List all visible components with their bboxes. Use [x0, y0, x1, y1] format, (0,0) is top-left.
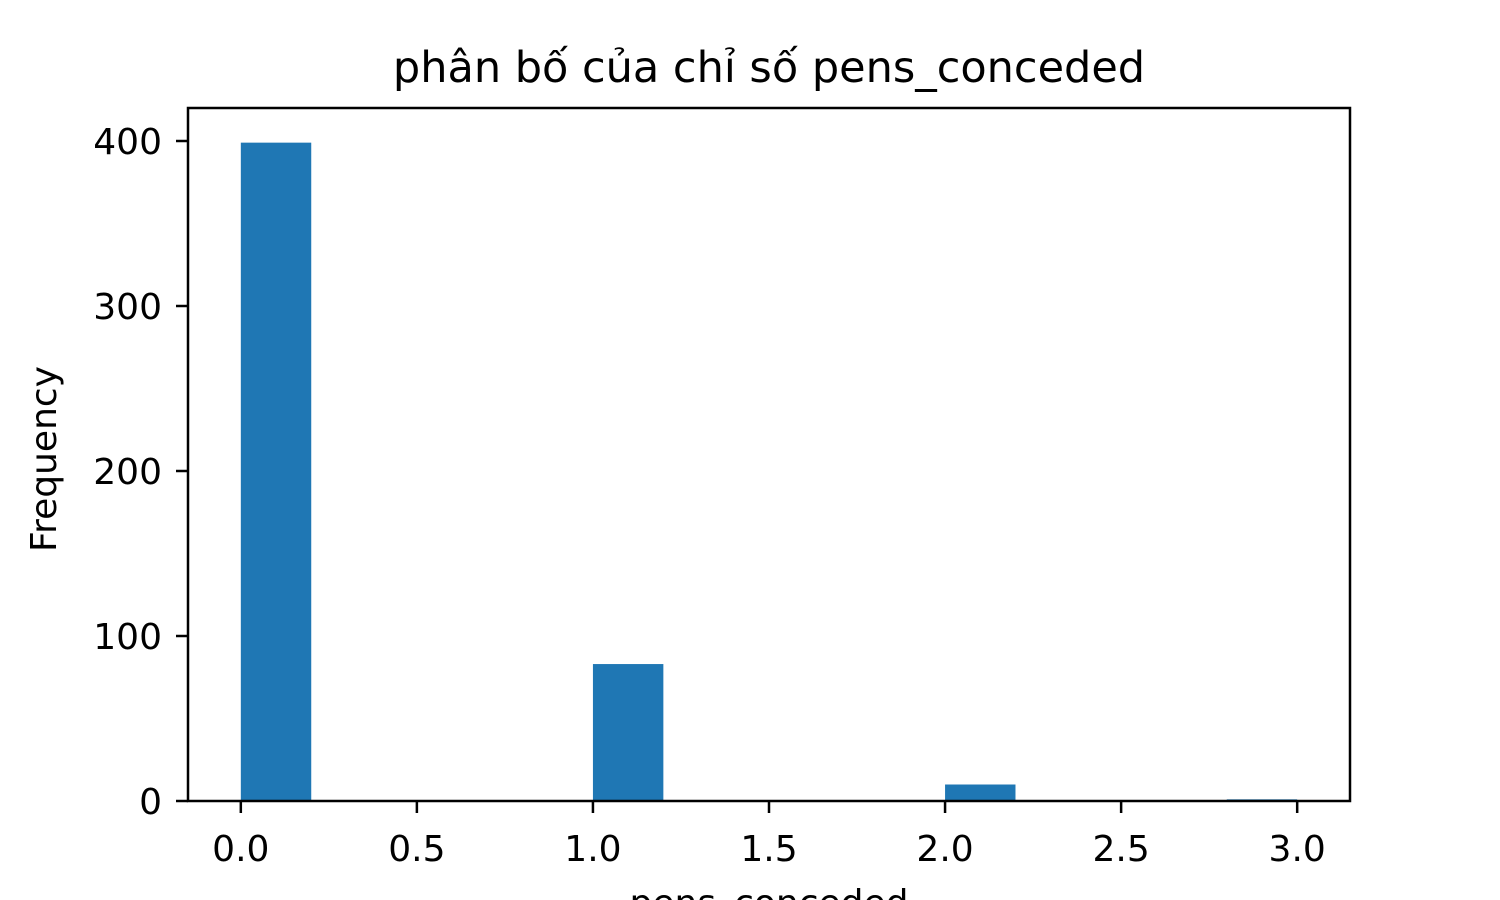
- x-tick-label: 2.0: [916, 829, 973, 870]
- y-tick-label: 200: [93, 452, 162, 493]
- bar-group: [240, 142, 1298, 801]
- y-tick-label: 400: [93, 122, 162, 163]
- histogram-bar-2: [945, 784, 1016, 801]
- x-tick-label: 0.0: [212, 829, 269, 870]
- histogram-bar-0: [240, 142, 312, 801]
- y-axis-label: Frequency: [24, 366, 65, 552]
- y-axis: 0 100 200 300 400: [93, 122, 188, 823]
- x-tick-label: 2.5: [1092, 829, 1149, 870]
- chart-title: phân bố của chỉ số pens_conceded: [393, 43, 1145, 93]
- y-tick-label: 100: [93, 617, 162, 658]
- y-tick-label: 0: [139, 782, 162, 823]
- x-tick-label: 0.5: [388, 829, 445, 870]
- x-axis-label: pens_conceded: [630, 883, 909, 900]
- histogram-bar-1: [592, 664, 664, 801]
- x-tick-label: 1.5: [740, 829, 797, 870]
- x-tick-label: 1.0: [564, 829, 621, 870]
- y-tick-label: 300: [93, 287, 162, 328]
- x-axis: 0.0 0.5 1.0 1.5 2.0 2.5 3.0: [212, 801, 1326, 870]
- x-tick-label: 3.0: [1269, 829, 1326, 870]
- plot-frame: [186, 106, 1352, 803]
